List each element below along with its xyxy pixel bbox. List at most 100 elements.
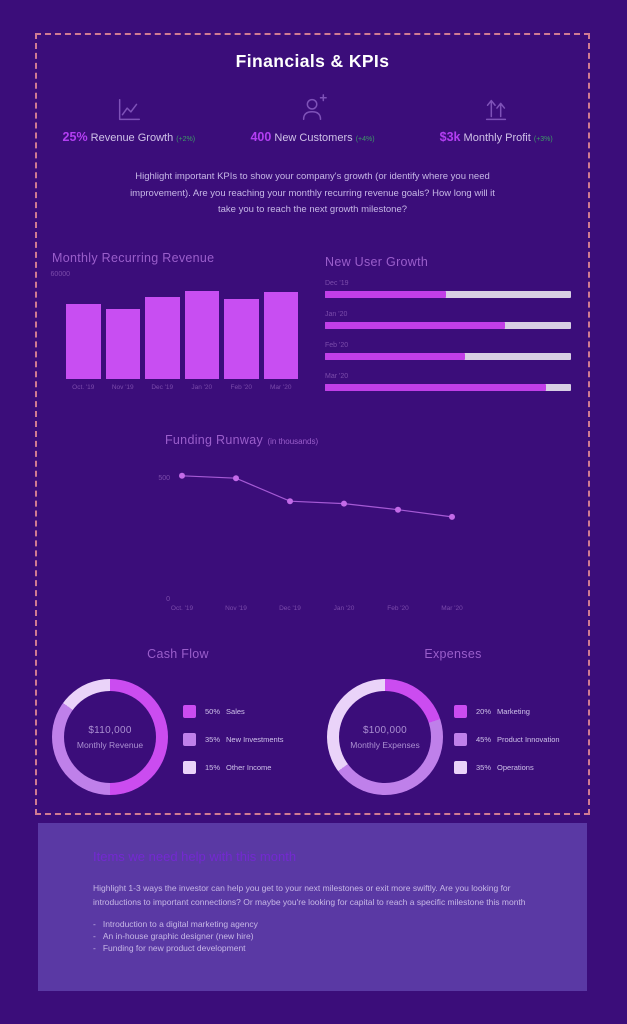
nug-bar-track [325, 291, 571, 298]
kpi-row: 25% Revenue Growth (+2%) 400 New Custome… [37, 92, 588, 144]
mrr-bar [263, 292, 298, 379]
legend-label: Product Innovation [497, 735, 560, 744]
expenses-legend: 20% Marketing 45% Product Innovation 35%… [454, 705, 560, 789]
nug-row-label: Mar '20 [325, 373, 349, 380]
kpi-monthly-profit-text: $3k Monthly Profit (+3%) [440, 130, 553, 144]
nug-row-label: Jan '20 [325, 311, 348, 318]
cash-flow-center-label: Monthly Revenue [76, 739, 144, 750]
mrr-x-tick: Dec '19 [151, 384, 174, 391]
runway-x-tick: Jan '20 [334, 605, 355, 612]
mrr-bar [145, 297, 180, 379]
legend-swatch [454, 705, 467, 718]
nug-bar-fill [325, 353, 466, 360]
page-title: Financials & KPIs [235, 51, 390, 71]
nug-row-label: Feb '20 [325, 342, 349, 349]
legend-item: 35% New Investments [183, 733, 284, 746]
mrr-bar [105, 309, 140, 379]
mrr-x-tick: Jan '20 [191, 384, 213, 391]
kpi-revenue-growth: 25% Revenue Growth (+2%) [37, 92, 221, 144]
runway-title-text: Funding Runway [165, 433, 264, 447]
legend-percent: 35% [205, 735, 221, 744]
cash-flow-center-value: $110,000 [88, 724, 132, 736]
expenses-center-label: Monthly Expenses [350, 739, 420, 750]
help-list-item: An in-house graphic designer (new hire) [93, 930, 258, 942]
legend-swatch [454, 761, 467, 774]
mrr-x-tick: Mar '20 [270, 384, 292, 391]
kpi-monthly-profit: $3k Monthly Profit (+3%) [404, 92, 588, 144]
help-heading: Items we need help with this month [93, 849, 297, 864]
expenses-donut-hole [339, 691, 431, 783]
help-panel: Items we need help with this month Highl… [38, 823, 587, 991]
add-user-icon [298, 92, 328, 124]
runway-x-tick: Mar '20 [441, 605, 463, 612]
runway-x-tick: Nov '19 [225, 605, 247, 612]
legend-label: Sales [226, 707, 245, 716]
runway-point [449, 513, 455, 520]
kpi-value: $3k [439, 130, 461, 144]
nug-row: Feb '20 [325, 342, 571, 360]
runway-ytick-zero: 0 [166, 596, 170, 603]
nug-bar-track [325, 353, 571, 360]
runway-x-tick: Oct. '19 [171, 605, 194, 612]
legend-item: 20% Marketing [454, 705, 560, 718]
runway-point [395, 506, 401, 513]
expenses-title: Expenses [424, 647, 482, 661]
mrr-bar [66, 304, 101, 379]
kpi-value: 25% [62, 130, 88, 144]
mrr-x-tick: Oct. '19 [72, 384, 95, 391]
kpi-new-customers-text: 400 New Customers (+4%) [250, 130, 374, 144]
kpi-label: New Customers [274, 132, 353, 144]
runway-x-tick: Dec '19 [279, 605, 301, 612]
kpi-delta: (+3%) [533, 136, 553, 143]
runway-point [287, 498, 293, 505]
cash-flow-center-text: $110,000 Monthly Revenue [52, 679, 168, 795]
kpi-label: Monthly Profit [463, 132, 531, 144]
mrr-x-tick: Nov '19 [111, 384, 134, 391]
legend-label: Marketing [497, 707, 530, 716]
legend-item: 45% Product Innovation [454, 733, 560, 746]
kpi-revenue-growth-text: 25% Revenue Growth (+2%) [63, 130, 196, 144]
growth-arrows-icon [481, 92, 511, 124]
help-items-list: Introduction to a digital marketing agen… [93, 918, 258, 954]
mrr-ytick-max: 60000 [50, 271, 70, 278]
legend-swatch [454, 733, 467, 746]
mrr-chart-title: Monthly Recurring Revenue [52, 251, 215, 265]
mrr-bars [66, 279, 298, 379]
legend-label: Other Income [226, 763, 272, 772]
legend-item: 50% Sales [183, 705, 284, 718]
legend-item: 35% Operations [454, 761, 560, 774]
nug-bar-fill [325, 322, 505, 329]
mrr-x-tick: Feb '20 [230, 384, 252, 391]
monthly-recurring-revenue-chart: Monthly Recurring Revenue 60000 0 Oct. '… [51, 251, 304, 436]
nug-rows: Dec '19 Jan '20 Feb '20 Mar '20 [325, 280, 571, 391]
kpi-delta: (+4%) [355, 136, 375, 143]
mrr-bar [224, 299, 259, 379]
funding-runway-title: Funding Runway (in thousands) [165, 431, 318, 449]
runway-point [341, 500, 347, 507]
nug-bar-track [325, 384, 571, 391]
legend-percent: 50% [205, 707, 221, 716]
nug-bar-track [325, 322, 571, 329]
runway-ytick-max: 500 [158, 475, 170, 482]
cash-flow-donut-hole [64, 691, 156, 783]
kpi-label: Revenue Growth [90, 132, 174, 144]
legend-percent: 15% [205, 763, 221, 772]
kpi-new-customers: 400 New Customers (+4%) [221, 92, 405, 144]
legend-swatch [183, 733, 196, 746]
legend-percent: 45% [476, 735, 492, 744]
expenses-center-value: $100,000 [362, 724, 408, 736]
dashed-frame: Financials & KPIs 25% Revenue Growth (+2… [35, 33, 590, 815]
runway-line [181, 475, 453, 518]
nug-chart-title: New User Growth [325, 255, 429, 269]
nug-row: Dec '19 [325, 280, 571, 298]
nug-bar-fill [325, 384, 547, 391]
nug-row: Jan '20 [325, 311, 571, 329]
legend-swatch [183, 705, 196, 718]
help-body-text: Highlight 1-3 ways the investor can help… [93, 883, 526, 907]
runway-point [179, 472, 185, 479]
mrr-x-axis-labels: Oct. '19 Nov '19 Dec '19 Jan '20 Feb '20 Mar … [66, 384, 298, 391]
intro-paragraph: Highlight important KPIs to show your co… [130, 171, 495, 215]
runway-subtitle: (in thousands) [267, 437, 319, 446]
legend-item: 15% Other Income [183, 761, 284, 774]
